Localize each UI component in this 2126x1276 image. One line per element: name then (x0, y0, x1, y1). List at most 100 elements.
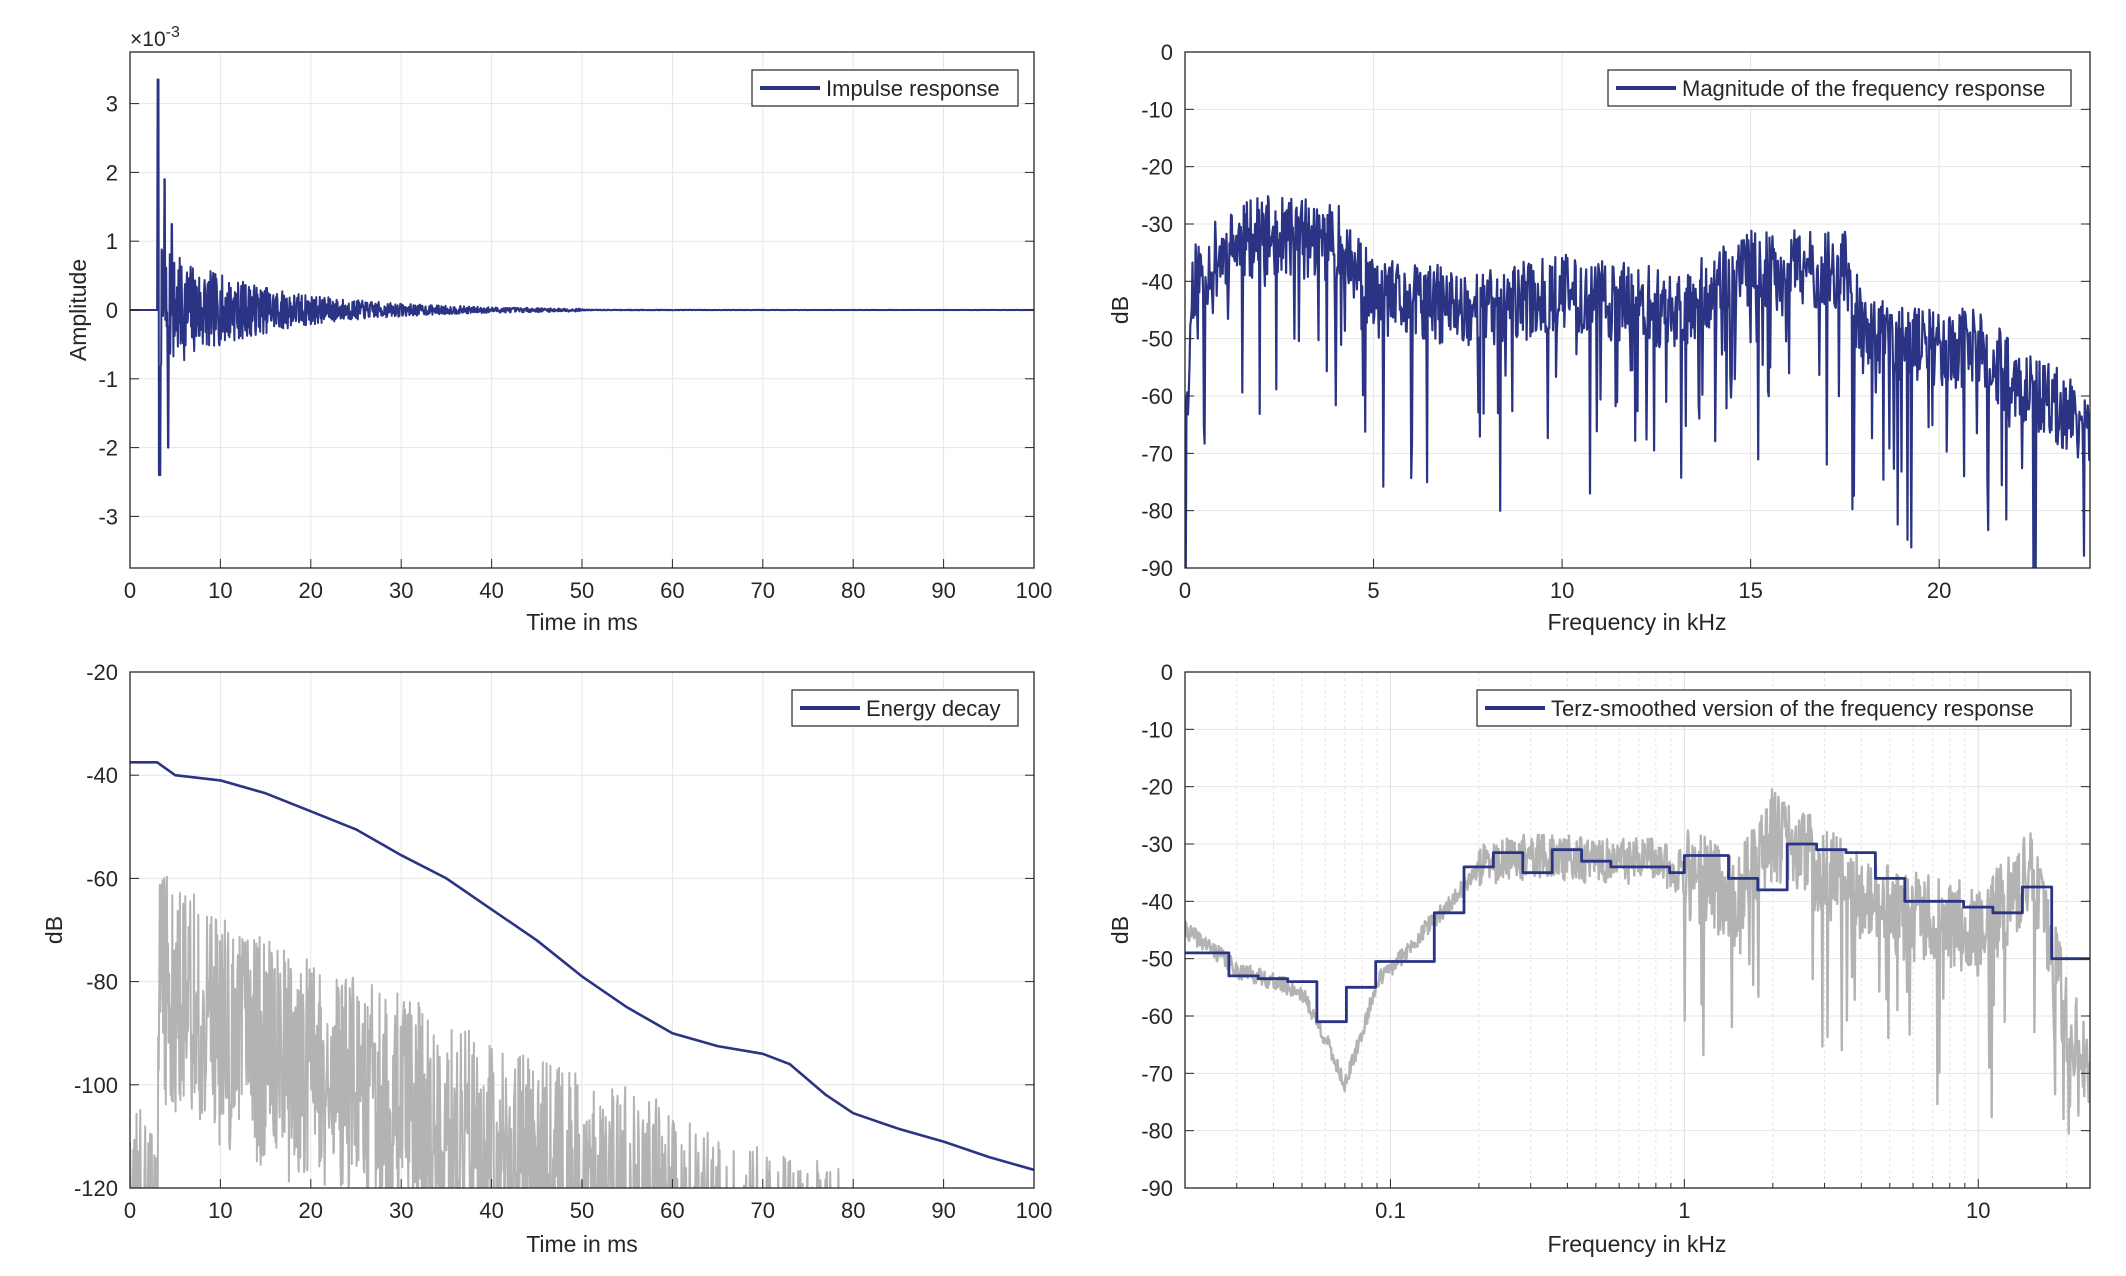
magnitude-ticks: 0 5 10 15 20 0 -10 -20 -30 -40 -50 -60 -70 -80 -90 (1141, 40, 2090, 603)
y-tick-label: -80 (86, 970, 118, 995)
y-tick-label: -100 (74, 1073, 118, 1098)
terz-raw-line (1185, 788, 2090, 1135)
x-tick-label: 10 (208, 1198, 232, 1223)
terz-ylabel: dB (1107, 916, 1133, 944)
y-tick-label: -60 (1141, 1004, 1173, 1029)
y-tick-label: -20 (1141, 775, 1173, 800)
y-tick-label: -70 (1141, 441, 1173, 466)
panel-energy-decay: 0 10 20 30 40 50 60 70 80 90 100 -20 -40 -60 -80 -100 -1… (41, 660, 1052, 1257)
x-tick-label: 50 (570, 578, 594, 603)
panel-impulse-response: 0 10 20 30 40 50 60 70 80 90 100 -3 -2 -1 0 1 2 3 Time in… (65, 24, 1052, 635)
y-tick-label: -20 (1141, 155, 1173, 180)
energy-raw-line (130, 875, 840, 1188)
x-tick-label: 50 (570, 1198, 594, 1223)
y-tick-label: -2 (98, 436, 118, 461)
y-tick-label: -50 (1141, 327, 1173, 352)
y-tick-label: -80 (1141, 499, 1173, 524)
y-tick-label: -30 (1141, 832, 1173, 857)
y-tick-label: 3 (106, 92, 118, 117)
x-tick-label: 70 (751, 578, 775, 603)
y-tick-label: -10 (1141, 717, 1173, 742)
energy-ticks: 0 10 20 30 40 50 60 70 80 90 100 -20 -40 -60 -80 -100 -1… (74, 660, 1052, 1223)
x-tick-label: 40 (479, 578, 503, 603)
y-tick-label: -30 (1141, 212, 1173, 237)
x-tick-label: 0 (124, 578, 136, 603)
magnitude-xlabel: Frequency in kHz (1548, 609, 1727, 635)
energy-decay-line (130, 761, 1034, 1172)
x-tick-label: 10 (1966, 1198, 1990, 1223)
x-tick-label: 15 (1738, 578, 1762, 603)
terz-ticks: 0.1 1 10 0 -10 -20 -30 -40 -50 -60 -70 -80 -90 (1141, 660, 2090, 1223)
terz-smoothed-line (1185, 842, 2090, 1024)
terz-legend-label: Terz-smoothed version of the frequency r… (1551, 696, 2034, 721)
impulse-ylabel: Amplitude (65, 259, 91, 361)
impulse-xlabel: Time in ms (526, 609, 638, 635)
y-tick-label: 0 (1161, 40, 1173, 65)
x-tick-label: 90 (931, 578, 955, 603)
y-tick-label: -40 (86, 763, 118, 788)
y-tick-label: -40 (1141, 269, 1173, 294)
x-tick-label: 0.1 (1375, 1198, 1406, 1223)
x-tick-label: 70 (751, 1198, 775, 1223)
x-tick-label: 1 (1678, 1198, 1690, 1223)
x-tick-label: 100 (1016, 578, 1053, 603)
y-tick-label: -20 (86, 660, 118, 685)
y-tick-label: -90 (1141, 556, 1173, 581)
impulse-response-line (130, 78, 1034, 477)
terz-axes-frame (1184, 671, 2091, 1189)
impulse-data (130, 78, 1034, 477)
y-tick-label: -90 (1141, 1176, 1173, 1201)
x-tick-label: 10 (1550, 578, 1574, 603)
impulse-legend-label: Impulse response (826, 76, 1000, 101)
x-tick-label: 0 (1179, 578, 1191, 603)
impulse-exponent: ×10-3 (130, 24, 180, 51)
x-tick-label: 30 (389, 1198, 413, 1223)
x-tick-label: 20 (299, 578, 323, 603)
x-tick-label: 10 (208, 578, 232, 603)
magnitude-data (1185, 195, 2090, 568)
x-tick-label: 0 (124, 1198, 136, 1223)
x-tick-label: 90 (931, 1198, 955, 1223)
y-tick-label: 2 (106, 160, 118, 185)
y-tick-label: -120 (74, 1176, 118, 1201)
magnitude-axes-frame (1184, 51, 2091, 569)
terz-legend: Terz-smoothed version of the frequency r… (1476, 689, 2072, 727)
terz-data (1185, 788, 2090, 1135)
x-tick-label: 30 (389, 578, 413, 603)
y-tick-label: -50 (1141, 947, 1173, 972)
y-tick-label: -10 (1141, 97, 1173, 122)
y-tick-label: 1 (106, 229, 118, 254)
y-tick-label: 0 (106, 298, 118, 323)
magnitude-legend-label: Magnitude of the frequency response (1682, 76, 2045, 101)
x-tick-label: 100 (1016, 1198, 1053, 1223)
y-tick-label: -60 (86, 866, 118, 891)
terz-legend-box (1476, 689, 2072, 727)
magnitude-legend: Magnitude of the frequency response (1607, 69, 2072, 107)
impulse-ticks: 0 10 20 30 40 50 60 70 80 90 100 -3 -2 -1 0 1 2 3 (98, 92, 1052, 603)
energy-xlabel: Time in ms (526, 1231, 638, 1257)
magnitude-legend-box (1607, 69, 2072, 107)
energy-data (130, 761, 1034, 1188)
panel-terz-smoothed: 0.1 1 10 0 -10 -20 -30 -40 -50 -60 -70 -80 -90 Frequ… (1107, 660, 2091, 1257)
y-tick-label: -80 (1141, 1119, 1173, 1144)
x-tick-label: 80 (841, 1198, 865, 1223)
y-tick-label: 0 (1161, 660, 1173, 685)
y-tick-label: -40 (1141, 889, 1173, 914)
x-tick-label: 5 (1367, 578, 1379, 603)
energy-legend: Energy decay (791, 689, 1019, 727)
x-tick-label: 40 (479, 1198, 503, 1223)
x-tick-label: 20 (1927, 578, 1951, 603)
magnitude-ylabel: dB (1107, 296, 1133, 324)
impulse-legend: Impulse response (751, 69, 1019, 107)
panel-magnitude: 0 5 10 15 20 0 -10 -20 -30 -40 -50 -60 -70 -80 -90 Fre… (1107, 40, 2091, 635)
y-tick-label: -1 (98, 367, 118, 392)
x-tick-label: 80 (841, 578, 865, 603)
magnitude-response-line (1185, 195, 2090, 568)
energy-legend-label: Energy decay (866, 696, 1001, 721)
y-tick-label: -3 (98, 504, 118, 529)
y-tick-label: -70 (1141, 1061, 1173, 1086)
terz-xlabel: Frequency in kHz (1548, 1231, 1727, 1257)
x-tick-label: 20 (299, 1198, 323, 1223)
x-tick-label: 60 (660, 578, 684, 603)
